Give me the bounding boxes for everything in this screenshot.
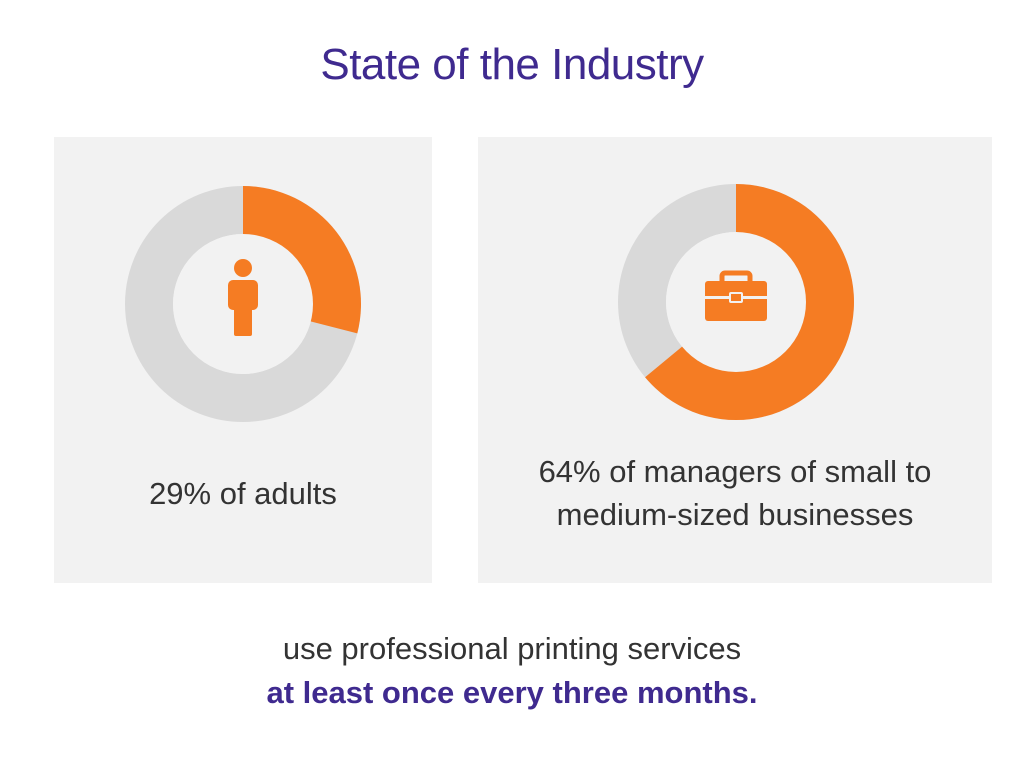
donut-chart-managers (618, 184, 854, 420)
footer-text: use professional printing services (282, 631, 742, 666)
page-title: State of the Industry (320, 40, 704, 89)
briefcase-icon (705, 270, 767, 321)
caption-managers: 64% of managers of small to medium-sized… (478, 450, 992, 536)
caption-adults: 29% of adults (149, 476, 337, 511)
person-icon (228, 259, 258, 336)
stat-panel-adults: 29% of adults (54, 137, 432, 583)
caption-managers-line-1: 64% of managers of small to (538, 454, 932, 489)
donut-chart-adults (125, 186, 361, 422)
footer-highlight: at least once every three months. (266, 675, 758, 710)
caption-managers-line-2: medium-sized businesses (556, 497, 914, 532)
stat-panel-managers: 64% of managers of small to medium-sized… (478, 137, 992, 583)
